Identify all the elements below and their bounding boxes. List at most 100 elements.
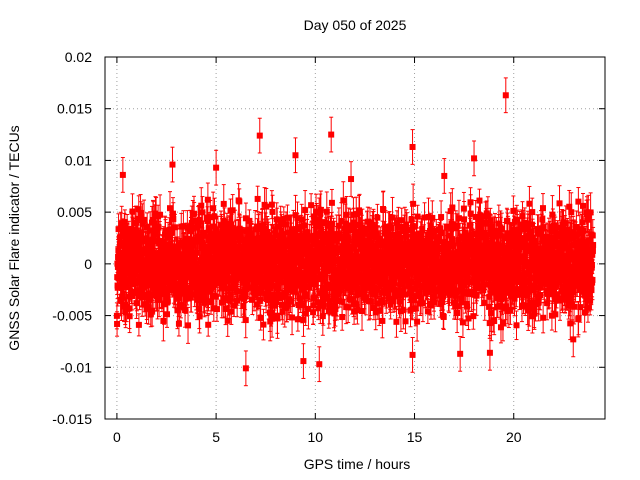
data-point xyxy=(194,264,201,271)
data-point xyxy=(204,298,211,305)
data-point xyxy=(303,293,310,300)
data-point xyxy=(297,297,304,304)
data-point xyxy=(260,321,267,328)
data-point xyxy=(198,202,205,209)
data-point xyxy=(284,214,291,221)
data-point xyxy=(204,217,211,224)
data-point xyxy=(232,226,239,233)
data-point xyxy=(136,238,143,245)
data-point xyxy=(222,305,229,312)
data-point xyxy=(267,242,274,249)
data-point xyxy=(257,314,264,321)
data-point xyxy=(271,299,278,306)
data-point xyxy=(141,216,148,223)
data-point xyxy=(133,288,140,295)
data-point xyxy=(207,231,214,238)
data-point xyxy=(225,238,232,245)
data-point xyxy=(171,224,178,231)
data-point xyxy=(269,208,276,215)
data-point xyxy=(166,205,173,212)
data-point xyxy=(172,286,179,293)
data-point xyxy=(312,281,319,288)
data-point xyxy=(319,219,326,226)
data-point xyxy=(200,232,207,239)
data-point xyxy=(161,273,168,280)
data-point xyxy=(272,227,279,234)
data-point xyxy=(231,283,238,290)
data-point xyxy=(203,265,210,272)
data-point xyxy=(315,274,322,281)
data-point xyxy=(236,231,243,238)
data-point xyxy=(299,302,306,309)
data-point xyxy=(160,287,167,294)
data-point xyxy=(125,278,132,285)
data-point xyxy=(114,284,121,291)
data-point xyxy=(288,241,295,248)
data-point xyxy=(282,237,289,244)
data-point xyxy=(237,227,244,234)
data-point xyxy=(244,228,251,235)
data-point xyxy=(130,226,137,233)
data-point xyxy=(283,221,290,228)
data-point xyxy=(147,227,154,234)
data-point xyxy=(151,220,158,227)
data-point xyxy=(302,310,309,317)
data-point xyxy=(149,262,156,269)
data-point xyxy=(252,226,259,233)
data-point xyxy=(134,279,141,286)
data-point xyxy=(121,219,128,226)
data-point xyxy=(162,227,169,234)
data-point xyxy=(174,307,181,314)
data-point xyxy=(200,294,207,301)
data-point xyxy=(276,295,283,302)
data-point xyxy=(268,310,275,317)
data-point xyxy=(306,284,313,291)
data-series xyxy=(113,77,597,387)
data-point xyxy=(160,317,167,324)
data-point xyxy=(218,260,225,267)
data-point xyxy=(287,298,294,305)
data-point xyxy=(269,315,276,322)
data-point xyxy=(196,216,203,223)
data-point xyxy=(175,294,182,301)
data-point xyxy=(186,285,193,292)
data-point xyxy=(280,216,287,223)
data-point xyxy=(157,211,164,218)
data-point xyxy=(254,195,261,202)
data-point xyxy=(292,212,299,219)
data-point xyxy=(205,288,212,295)
data-point xyxy=(249,296,256,303)
data-point xyxy=(148,242,155,249)
data-point xyxy=(224,317,231,324)
data-point xyxy=(236,198,243,205)
data-point xyxy=(256,236,263,243)
data-point xyxy=(298,216,305,223)
data-point xyxy=(317,210,324,217)
x-axis-label: GPS time / hours xyxy=(303,456,411,472)
data-point xyxy=(145,304,152,311)
data-point xyxy=(143,273,150,280)
data-point xyxy=(262,225,269,232)
data-point xyxy=(150,292,157,299)
data-point xyxy=(135,206,142,213)
data-point xyxy=(196,235,203,242)
data-point xyxy=(151,254,158,261)
data-point xyxy=(144,267,151,274)
data-point xyxy=(227,291,234,298)
data-point xyxy=(302,207,309,214)
data-point xyxy=(228,308,235,315)
data-point xyxy=(300,316,307,323)
data-point xyxy=(301,222,308,229)
data-point xyxy=(315,305,322,312)
data-point xyxy=(205,321,212,328)
data-point xyxy=(149,307,156,314)
data-point xyxy=(128,289,135,296)
data-point xyxy=(185,322,192,329)
data-point xyxy=(220,232,227,239)
data-point xyxy=(221,218,228,225)
data-point xyxy=(126,313,133,320)
data-point xyxy=(135,321,142,328)
data-point xyxy=(308,202,315,209)
data-point xyxy=(295,301,302,308)
